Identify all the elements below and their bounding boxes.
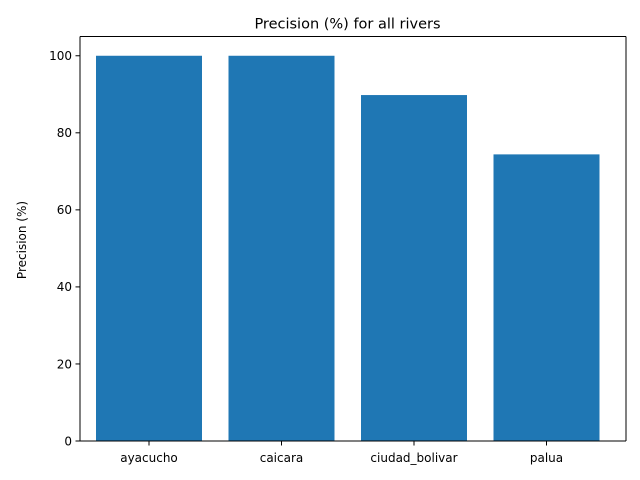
x-tick-label: caicara xyxy=(260,451,304,465)
y-ticks-group: 0 20 40 60 80 100 xyxy=(49,49,80,448)
y-tick-label: 20 xyxy=(57,357,72,371)
bar-palua xyxy=(493,154,600,441)
bar-ciudad-bolivar xyxy=(361,95,467,442)
y-tick-label: 60 xyxy=(57,203,72,217)
x-tick-label: palua xyxy=(530,451,563,465)
axes-frame xyxy=(79,36,627,442)
y-tick-label: 40 xyxy=(57,280,72,294)
bar-caicara xyxy=(228,55,335,442)
bars-group xyxy=(96,55,600,442)
x-ticks-group: ayacucho caicara ciudad_bolivar palua xyxy=(120,441,563,465)
y-tick-label: 0 xyxy=(64,434,72,448)
y-tick-label: 100 xyxy=(49,49,72,63)
x-tick-label: ciudad_bolivar xyxy=(370,451,457,465)
chart-title: Precision (%) for all rivers xyxy=(254,17,440,33)
bar-ayacucho xyxy=(96,55,202,442)
y-axis-label: Precision (%) xyxy=(15,201,29,279)
x-tick-label: ayacucho xyxy=(120,451,178,465)
y-tick-label: 80 xyxy=(57,126,72,140)
